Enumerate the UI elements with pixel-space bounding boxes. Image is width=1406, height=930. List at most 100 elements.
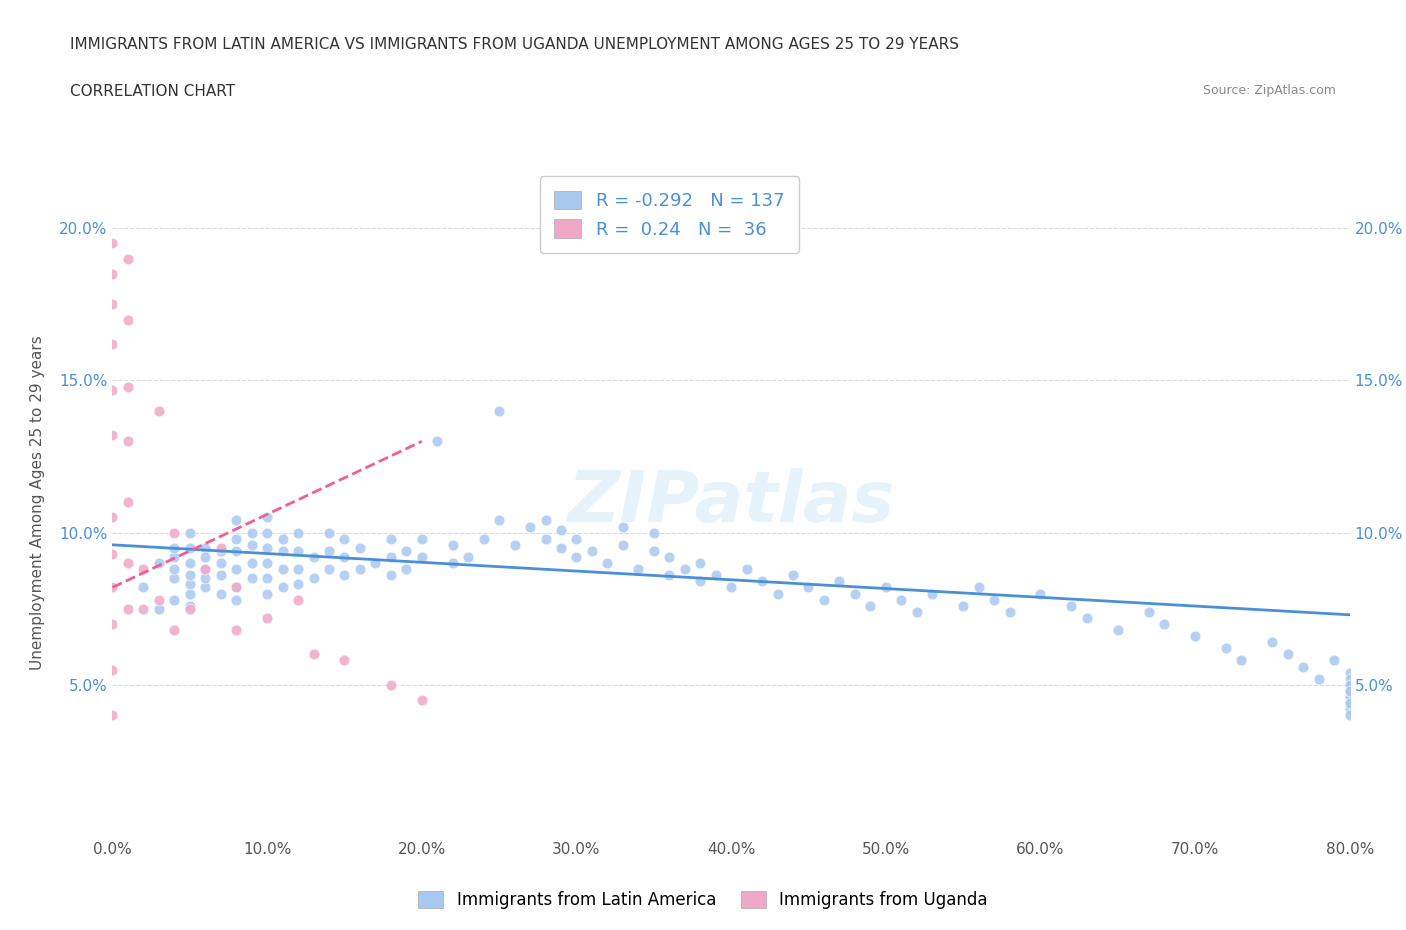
Point <box>179 598 201 613</box>
Point <box>179 540 201 555</box>
Point <box>256 571 278 586</box>
Point <box>333 653 356 668</box>
Point <box>194 562 217 577</box>
Point <box>225 580 247 595</box>
Y-axis label: Unemployment Among Ages 25 to 29 years: Unemployment Among Ages 25 to 29 years <box>31 335 45 670</box>
Point <box>1339 665 1361 680</box>
Point <box>797 580 820 595</box>
Point <box>1339 677 1361 692</box>
Point <box>1076 610 1098 625</box>
Legend: R = -0.292   N = 137, R =  0.24   N =  36: R = -0.292 N = 137, R = 0.24 N = 36 <box>540 177 799 253</box>
Point <box>209 540 232 555</box>
Point <box>240 555 263 570</box>
Point <box>271 580 294 595</box>
Point <box>519 519 541 534</box>
Point <box>643 525 665 540</box>
Point <box>998 604 1021 619</box>
Point <box>596 555 619 570</box>
Point <box>1029 586 1052 601</box>
Point <box>117 602 139 617</box>
Point <box>101 428 124 443</box>
Point <box>318 525 340 540</box>
Text: CORRELATION CHART: CORRELATION CHART <box>70 84 235 99</box>
Point <box>1339 708 1361 723</box>
Point <box>411 693 433 708</box>
Point <box>735 562 758 577</box>
Point <box>117 312 139 327</box>
Point <box>240 571 263 586</box>
Point <box>194 580 217 595</box>
Point <box>179 602 201 617</box>
Text: IMMIGRANTS FROM LATIN AMERICA VS IMMIGRANTS FROM UGANDA UNEMPLOYMENT AMONG AGES : IMMIGRANTS FROM LATIN AMERICA VS IMMIGRA… <box>70 37 959 52</box>
Point <box>534 531 557 546</box>
Point <box>148 555 170 570</box>
Point <box>658 550 681 565</box>
Point <box>163 525 186 540</box>
Point <box>225 580 247 595</box>
Point <box>101 236 124 251</box>
Point <box>302 550 325 565</box>
Point <box>117 555 139 570</box>
Point <box>380 550 402 565</box>
Point <box>1153 617 1175 631</box>
Point <box>256 610 278 625</box>
Point <box>117 379 139 394</box>
Point <box>209 568 232 583</box>
Point <box>457 550 479 565</box>
Point <box>209 555 232 570</box>
Point <box>565 531 588 546</box>
Point <box>287 562 309 577</box>
Point <box>148 592 170 607</box>
Point <box>225 622 247 637</box>
Point <box>117 434 139 449</box>
Point <box>1308 671 1330 686</box>
Point <box>209 543 232 558</box>
Point <box>101 510 124 525</box>
Point <box>1339 671 1361 686</box>
Point <box>859 598 882 613</box>
Point <box>441 555 464 570</box>
Point <box>148 404 170 418</box>
Point <box>967 580 990 595</box>
Point <box>1323 653 1346 668</box>
Point <box>1277 647 1299 662</box>
Point <box>1215 641 1237 656</box>
Point <box>875 580 897 595</box>
Legend: Immigrants from Latin America, Immigrants from Uganda: Immigrants from Latin America, Immigrant… <box>411 883 995 917</box>
Point <box>472 531 495 546</box>
Point <box>627 562 650 577</box>
Point <box>488 404 510 418</box>
Point <box>766 586 789 601</box>
Point <box>271 562 294 577</box>
Point <box>1184 629 1206 644</box>
Point <box>921 586 943 601</box>
Point <box>844 586 866 601</box>
Point <box>673 562 696 577</box>
Point <box>1339 684 1361 698</box>
Point <box>349 562 371 577</box>
Point <box>643 543 665 558</box>
Point <box>1339 689 1361 704</box>
Point <box>1292 659 1315 674</box>
Point <box>132 602 155 617</box>
Point <box>225 543 247 558</box>
Point <box>132 580 155 595</box>
Point <box>101 297 124 312</box>
Point <box>318 562 340 577</box>
Point <box>209 586 232 601</box>
Point <box>194 571 217 586</box>
Point <box>704 568 727 583</box>
Point <box>1261 635 1284 650</box>
Point <box>550 522 572 537</box>
Point <box>813 592 835 607</box>
Point <box>302 647 325 662</box>
Point <box>441 538 464 552</box>
Point <box>194 562 217 577</box>
Point <box>426 434 449 449</box>
Point <box>163 571 186 586</box>
Point <box>488 513 510 528</box>
Point <box>782 568 804 583</box>
Point <box>658 568 681 583</box>
Point <box>271 543 294 558</box>
Point <box>101 708 124 723</box>
